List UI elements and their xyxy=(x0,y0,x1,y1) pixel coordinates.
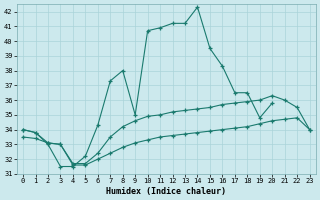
X-axis label: Humidex (Indice chaleur): Humidex (Indice chaleur) xyxy=(106,187,226,196)
